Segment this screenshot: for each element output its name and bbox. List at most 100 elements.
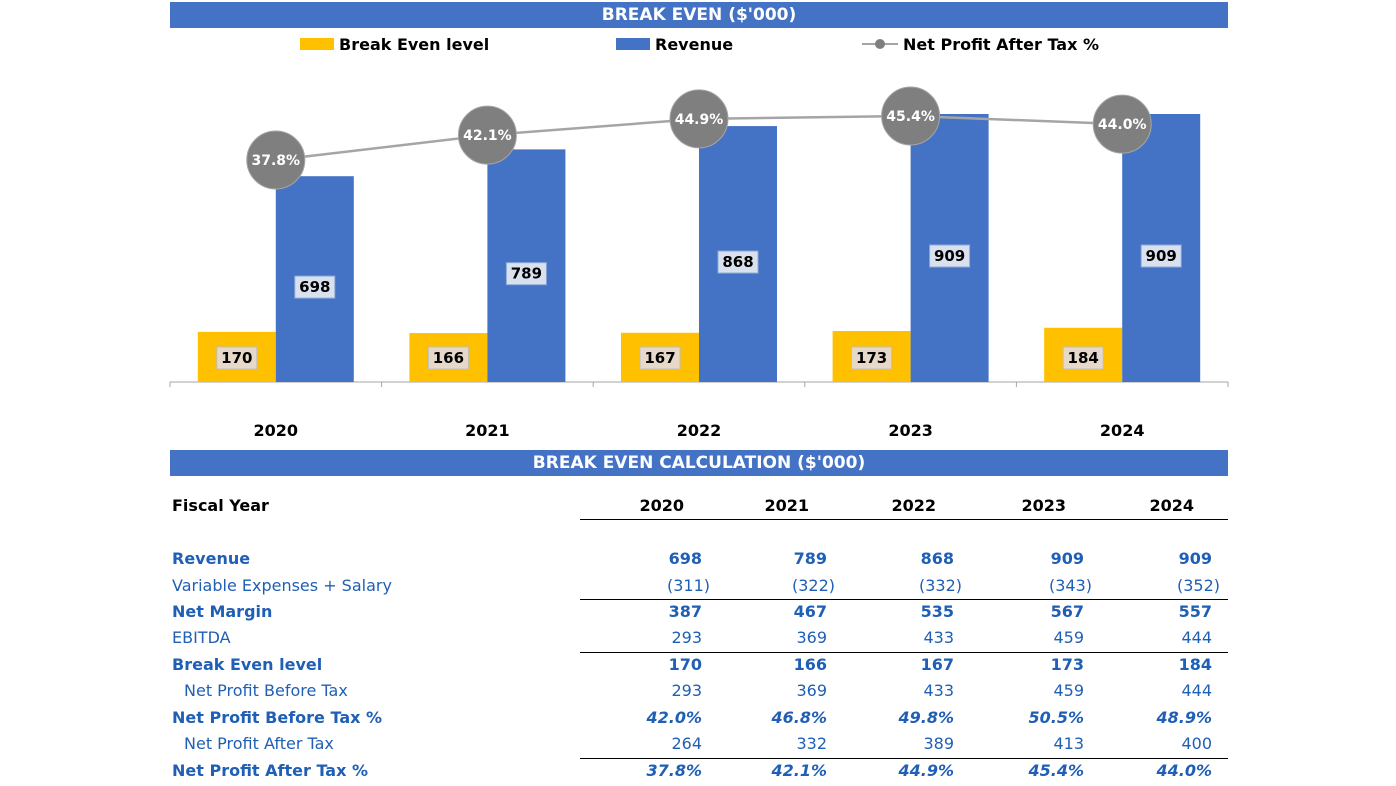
row-ebitda-value: 293 xyxy=(671,628,702,647)
row-ebitda-value: 459 xyxy=(1053,628,1084,647)
year-header: 2024 xyxy=(1149,496,1194,515)
row-net-margin-value: 467 xyxy=(793,602,827,621)
year-header: 2023 xyxy=(1021,496,1066,515)
revenue-data-label: 909 xyxy=(934,247,965,265)
net-profit-data-label: 37.8% xyxy=(252,153,301,169)
net-profit-data-label: 45.4% xyxy=(886,109,935,125)
break-even-data-label: 166 xyxy=(433,349,464,367)
break-even-data-label: 184 xyxy=(1068,349,1099,367)
row-net-profit-after-tax-pct-value: 42.1% xyxy=(771,761,827,780)
row-variable-expenses-value: (332) xyxy=(918,576,962,595)
year-header: 2022 xyxy=(891,496,936,515)
legend-swatch-break-even xyxy=(300,38,334,50)
x-category-label: 2020 xyxy=(254,421,299,440)
row-variable-expenses-label: Variable Expenses + Salary xyxy=(172,576,392,595)
row-net-profit-before-tax-pct-value: 50.5% xyxy=(1028,708,1084,727)
row-net-profit-before-tax-pct-value: 49.8% xyxy=(898,708,954,727)
row-break-even-label: Break Even level xyxy=(172,655,323,674)
row-variable-expenses-value: (311) xyxy=(666,576,710,595)
revenue-data-label: 909 xyxy=(1146,247,1177,265)
revenue-label-box xyxy=(505,262,547,286)
row-net-margin-value: 567 xyxy=(1050,602,1084,621)
row-break-even-value: 173 xyxy=(1050,655,1084,674)
net-profit-marker xyxy=(881,86,941,146)
row-net-profit-before-tax-pct-value: 42.0% xyxy=(646,708,702,727)
separator-rule xyxy=(580,599,1228,600)
break-even-label-box xyxy=(427,346,469,370)
row-net-profit-before-tax-pct-value: 46.8% xyxy=(771,708,827,727)
separator-rule xyxy=(580,652,1228,653)
break-even-label-box xyxy=(851,346,893,370)
row-net-profit-after-tax-value: 332 xyxy=(796,734,827,753)
row-net-profit-after-tax-pct-label: Net Profit After Tax % xyxy=(172,761,369,780)
legend-label: Break Even level xyxy=(339,35,489,54)
row-net-margin-value: 557 xyxy=(1178,602,1212,621)
row-net-profit-before-tax-value: 459 xyxy=(1053,681,1084,700)
row-revenue-value: 698 xyxy=(668,549,702,568)
row-variable-expenses-value: (322) xyxy=(791,576,835,595)
revenue-data-label: 868 xyxy=(722,253,753,271)
row-net-margin-value: 387 xyxy=(668,602,702,621)
revenue-label-box xyxy=(929,244,971,268)
row-net-profit-after-tax-value: 413 xyxy=(1053,734,1084,753)
year-header: 2020 xyxy=(639,496,684,515)
break-even-label-box xyxy=(1062,346,1104,370)
row-revenue-value: 868 xyxy=(920,549,954,568)
x-category-label: 2021 xyxy=(465,421,510,440)
row-net-profit-after-tax-pct-value: 37.8% xyxy=(646,761,702,780)
legend-label: Net Profit After Tax % xyxy=(903,35,1099,54)
row-break-even-value: 184 xyxy=(1178,655,1212,674)
row-net-margin-label: Net Margin xyxy=(172,602,273,621)
row-ebitda-label: EBITDA xyxy=(172,628,231,647)
net-profit-marker xyxy=(246,130,306,190)
row-net-profit-before-tax-label: Net Profit Before Tax xyxy=(184,681,348,700)
row-variable-expenses-value: (343) xyxy=(1048,576,1092,595)
row-revenue-value: 789 xyxy=(793,549,827,568)
net-profit-data-label: 44.0% xyxy=(1098,117,1147,133)
revenue-label-box xyxy=(294,275,336,299)
legend-label: Revenue xyxy=(655,35,733,54)
row-net-profit-after-tax-value: 400 xyxy=(1181,734,1212,753)
row-ebitda-value: 433 xyxy=(923,628,954,647)
revenue-label-box xyxy=(1140,244,1182,268)
break-even-data-label: 170 xyxy=(221,349,252,367)
row-net-profit-after-tax-label: Net Profit After Tax xyxy=(184,734,334,753)
row-net-profit-after-tax-value: 389 xyxy=(923,734,954,753)
row-revenue-label: Revenue xyxy=(172,549,251,568)
row-break-even-value: 170 xyxy=(668,655,702,674)
break-even-label-box xyxy=(216,346,258,370)
net-profit-data-label: 44.9% xyxy=(675,112,724,128)
row-net-profit-before-tax-pct-value: 48.9% xyxy=(1156,708,1212,727)
row-net-profit-before-tax-value: 444 xyxy=(1181,681,1212,700)
revenue-label-box xyxy=(717,250,759,274)
revenue-data-label: 789 xyxy=(511,265,542,283)
legend-marker-profit xyxy=(875,39,885,49)
break-even-data-label: 167 xyxy=(644,349,675,367)
net-profit-marker xyxy=(669,89,729,149)
row-ebitda-value: 369 xyxy=(796,628,827,647)
row-break-even-value: 166 xyxy=(793,655,827,674)
break-even-label-box xyxy=(639,346,681,370)
header-rule xyxy=(580,519,1228,520)
row-net-profit-before-tax-pct-label: Net Profit Before Tax % xyxy=(172,708,383,727)
break-even-chart: Break Even level Revenue Net Profit After … xyxy=(169,35,1229,440)
row-net-profit-after-tax-value: 264 xyxy=(671,734,702,753)
row-variable-expenses-value: (352) xyxy=(1176,576,1220,595)
year-header: 2021 xyxy=(764,496,809,515)
x-category-label: 2023 xyxy=(888,421,933,440)
row-net-profit-before-tax-value: 369 xyxy=(796,681,827,700)
chart-banner: BREAK EVEN ($'000) xyxy=(170,2,1228,28)
row-ebitda-value: 444 xyxy=(1181,628,1212,647)
row-net-margin-value: 535 xyxy=(920,602,954,621)
row-revenue-value: 909 xyxy=(1178,549,1212,568)
row-net-profit-after-tax-pct-value: 44.9% xyxy=(898,761,954,780)
row-net-profit-before-tax-value: 293 xyxy=(671,681,702,700)
fiscal-year-label: Fiscal Year xyxy=(172,496,269,515)
net-profit-data-label: 42.1% xyxy=(463,128,512,144)
row-break-even-value: 167 xyxy=(920,655,954,674)
break-even-data-label: 173 xyxy=(856,349,887,367)
revenue-data-label: 698 xyxy=(299,278,330,296)
table-banner: BREAK EVEN CALCULATION ($'000) xyxy=(170,450,1228,476)
row-net-profit-after-tax-pct-value: 45.4% xyxy=(1028,761,1084,780)
row-net-profit-before-tax-value: 433 xyxy=(923,681,954,700)
